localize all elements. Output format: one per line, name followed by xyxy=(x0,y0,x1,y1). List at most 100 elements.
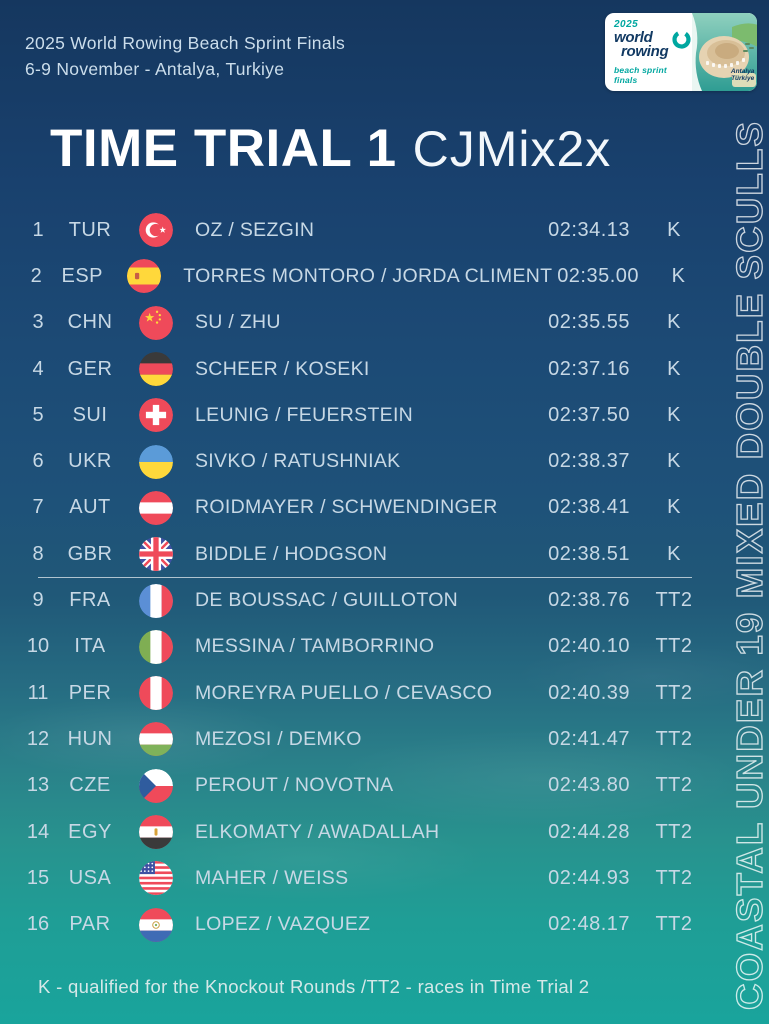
rank-cell: 7 xyxy=(32,496,44,519)
time-cell: 02:38.51 xyxy=(548,542,630,565)
crew-names-cell: MESSINA / TAMBORRINO xyxy=(195,635,435,658)
logo-year: 2025 xyxy=(614,19,639,30)
country-code-cell: PER xyxy=(68,681,112,704)
country-code-cell: GER xyxy=(67,357,113,380)
flag-fra-icon xyxy=(139,583,173,618)
world-rowing-logo: 2025 world rowing beach sprint finals xyxy=(605,13,692,91)
race-phase-title: TIME TRIAL 1 xyxy=(50,119,397,178)
country-code-cell: USA xyxy=(68,866,112,889)
time-cell: 02:34.13 xyxy=(548,218,630,241)
crew-names-cell: SIVKO / RATUSHNIAK xyxy=(195,450,401,473)
table-row: 8 GBR BIDDLE / HODGSON 02:38.51 K xyxy=(0,531,769,577)
table-row: 14 EGY ELKOMATY / AWADALLAH 02:44.28 TT2 xyxy=(0,809,769,855)
rank-cell: 5 xyxy=(32,403,44,426)
qualifier-cell: K xyxy=(671,264,686,287)
country-code-cell: CHN xyxy=(67,311,113,334)
time-cell: 02:38.76 xyxy=(548,589,630,612)
qualifier-cell: TT2 xyxy=(655,635,693,658)
table-row: 7 AUT ROIDMAYER / SCHWENDINGER 02:38.41 … xyxy=(0,485,769,531)
flag-tur-icon xyxy=(139,213,173,248)
crew-names-cell: ELKOMATY / AWADALLAH xyxy=(195,820,440,843)
country-code-cell: UKR xyxy=(68,450,112,473)
crew-names-cell: SU / ZHU xyxy=(195,311,281,334)
rank-cell: 2 xyxy=(30,264,42,287)
country-code-cell: TUR xyxy=(68,218,112,241)
event-header: 2025 World Rowing Beach Sprint Finals 6-… xyxy=(25,30,345,82)
table-row: 11 PER MOREYRA PUELLO / CEVASCO 02:40.39… xyxy=(0,670,769,716)
crew-names-cell: TORRES MONTORO / JORDA CLIMENT xyxy=(183,264,553,287)
crew-names-cell: MAHER / WEISS xyxy=(195,866,349,889)
event-logo: 2025 world rowing beach sprint finals xyxy=(605,13,757,91)
country-code-cell: ITA xyxy=(74,635,106,658)
crew-names-cell: PEROUT / NOVOTNA xyxy=(195,774,394,797)
crew-names-cell: LEUNIG / FEUERSTEIN xyxy=(195,403,414,426)
crew-names-cell: BIDDLE / HODGSON xyxy=(195,542,388,565)
crew-names-cell: SCHEER / KOSEKI xyxy=(195,357,370,380)
qualification-cutoff-divider xyxy=(38,577,692,578)
table-row: 5 SUI LEUNIG / FEUERSTEIN 02:37.50 K xyxy=(0,392,769,438)
rowing-ring-icon xyxy=(672,30,691,49)
flag-gbr-icon xyxy=(139,537,173,572)
boat-class-full-name: COASTAL UNDER 19 MIXED DOUBLE SCULLS xyxy=(729,120,769,1010)
table-row: 4 GER SCHEER / KOSEKI 02:37.16 K xyxy=(0,346,769,392)
country-code-cell: CZE xyxy=(69,774,111,797)
country-code-cell: ESP xyxy=(61,264,104,287)
country-code-cell: GBR xyxy=(67,542,113,565)
flag-aut-icon xyxy=(139,490,173,525)
rank-cell: 11 xyxy=(27,681,49,704)
flag-ita-icon xyxy=(139,629,173,664)
legend-text: K - qualified for the Knockout Rounds /T… xyxy=(38,976,590,997)
country-code-cell: EGY xyxy=(68,820,112,843)
side-label: COASTAL UNDER 19 MIXED DOUBLE SCULLS xyxy=(728,119,769,1010)
colosseum-icon xyxy=(692,13,757,91)
time-cell: 02:38.41 xyxy=(548,496,630,519)
rank-cell: 3 xyxy=(32,311,44,334)
crew-names-cell: OZ / SEZGIN xyxy=(195,218,315,241)
table-row: 10 ITA MESSINA / TAMBORRINO 02:40.10 TT2 xyxy=(0,624,769,670)
rank-cell: 16 xyxy=(26,913,50,936)
flag-sui-icon xyxy=(139,398,173,433)
antalya-illustration: Antalya Türkiye xyxy=(692,13,757,91)
country-code-cell: FRA xyxy=(69,589,111,612)
time-cell: 02:43.80 xyxy=(548,774,630,797)
flag-hun-icon xyxy=(139,722,173,757)
qualifier-cell: TT2 xyxy=(655,866,693,889)
crew-names-cell: DE BOUSSAC / GUILLOTON xyxy=(195,589,459,612)
table-row: 13 CZE PEROUT / NOVOTNA 02:43.80 TT2 xyxy=(0,763,769,809)
qualifier-cell: TT2 xyxy=(655,681,693,704)
country-code-cell: PAR xyxy=(69,913,111,936)
table-row: 1 TUR OZ / SEZGIN 02:34.13 K xyxy=(0,207,769,253)
qualifier-cell: TT2 xyxy=(655,913,693,936)
qualifier-cell: K xyxy=(667,357,681,380)
table-row: 3 CHN SU / ZHU 02:35.55 K xyxy=(0,300,769,346)
qualifier-cell: K xyxy=(667,311,681,334)
flag-ger-icon xyxy=(139,352,173,387)
event-name: 2025 World Rowing Beach Sprint Finals xyxy=(25,33,346,53)
time-cell: 02:37.50 xyxy=(548,403,630,426)
table-row: 9 FRA DE BOUSSAC / GUILLOTON 02:38.76 TT… xyxy=(0,577,769,623)
table-row: 16 PAR LOPEZ / VAZQUEZ 02:48.17 TT2 xyxy=(0,901,769,947)
flag-usa-icon xyxy=(139,861,173,896)
rank-cell: 14 xyxy=(26,820,50,843)
time-cell: 02:40.10 xyxy=(548,635,630,658)
time-cell: 02:35.55 xyxy=(548,311,630,334)
flag-cze-icon xyxy=(139,768,173,803)
qualifier-cell: K xyxy=(667,542,681,565)
time-cell: 02:35.00 xyxy=(557,264,640,287)
time-cell: 02:48.17 xyxy=(548,913,630,936)
rank-cell: 10 xyxy=(26,635,50,658)
qualifier-cell: TT2 xyxy=(655,727,693,750)
rank-cell: 13 xyxy=(26,774,50,797)
table-row: 6 UKR SIVKO / RATUSHNIAK 02:38.37 K xyxy=(0,438,769,484)
rank-cell: 4 xyxy=(32,357,44,380)
table-row: 2 ESP TORRES MONTORO / JORDA CLIMENT 02:… xyxy=(0,253,769,299)
flag-chn-icon xyxy=(139,305,173,340)
qualifier-cell: K xyxy=(667,218,681,241)
crew-names-cell: ROIDMAYER / SCHWENDINGER xyxy=(195,496,498,519)
qualifier-cell: TT2 xyxy=(655,774,693,797)
time-cell: 02:44.28 xyxy=(548,820,630,843)
logo-location: Antalya Türkiye xyxy=(730,68,755,82)
flag-egy-icon xyxy=(139,815,173,849)
time-cell: 02:37.16 xyxy=(548,357,630,380)
